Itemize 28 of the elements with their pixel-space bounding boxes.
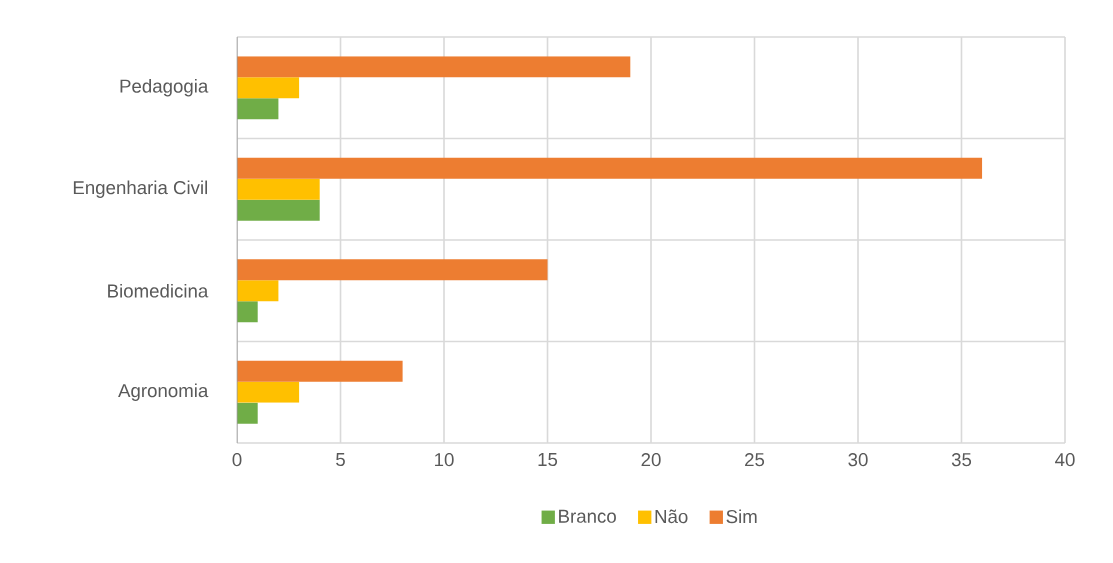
bar xyxy=(237,381,300,403)
x-tick-label: 35 xyxy=(951,453,972,467)
bar xyxy=(237,280,279,302)
x-tick-label: 5 xyxy=(336,453,345,467)
bar xyxy=(237,402,258,424)
x-tick-label: 0 xyxy=(232,453,242,467)
bar xyxy=(237,157,983,179)
x-tick-label: 25 xyxy=(745,453,765,467)
x-tick-label: 10 xyxy=(435,453,454,467)
bar xyxy=(237,178,320,200)
x-tick-label: 40 xyxy=(1055,453,1075,467)
y-tick-label: Biomedicina xyxy=(108,283,209,298)
legend-label: Não xyxy=(655,509,688,524)
bar xyxy=(237,77,300,99)
y-tick-label: Pedagogia xyxy=(120,79,209,97)
x-tick-label: 15 xyxy=(538,453,558,467)
bar xyxy=(237,259,548,281)
x-tick-label: 20 xyxy=(641,453,661,467)
y-tick-label: Engenharia Civil xyxy=(73,180,208,198)
bar xyxy=(237,301,258,323)
y-tick-label: Agronomia xyxy=(118,383,209,401)
bar xyxy=(237,56,631,78)
bar xyxy=(237,199,320,221)
legend-label: Branco xyxy=(559,509,616,523)
x-tick-label: 30 xyxy=(848,453,868,467)
bar xyxy=(237,98,279,120)
legend-label: Sim xyxy=(726,509,757,524)
bar xyxy=(237,360,403,382)
